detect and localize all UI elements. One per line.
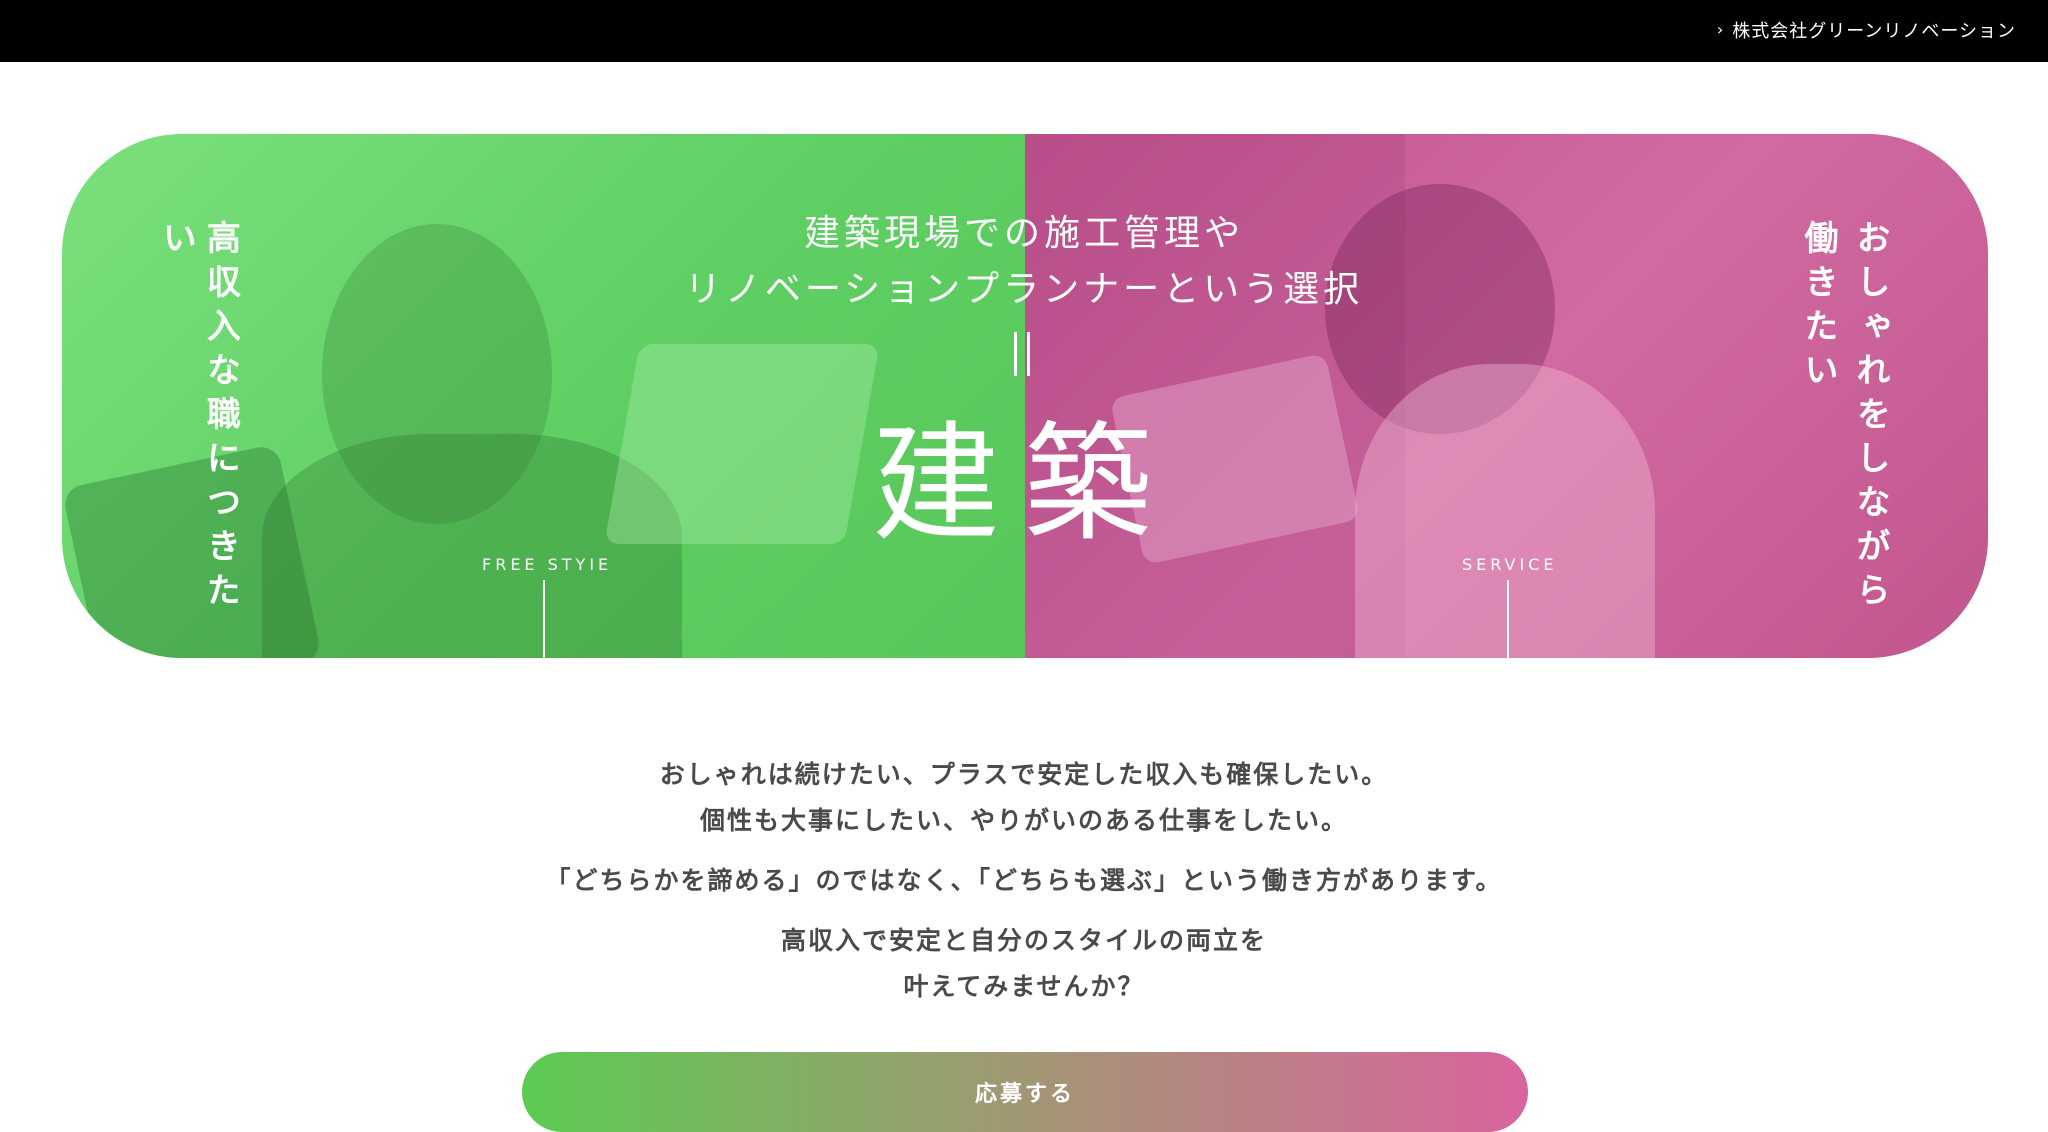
hero-heading-line-1: 建築現場での施工管理や xyxy=(803,213,1244,254)
service-line xyxy=(1507,580,1509,658)
hero-banner: 高収入な職につきたい おしゃれをしながら 働きたい xyxy=(62,134,1988,658)
copy-line-2: 個性も大事にしたい、やりがいのある仕事をしたい。 xyxy=(699,806,1348,835)
hero-right-vertical-text-1: おしゃれをしながら xyxy=(1850,220,1890,616)
hero-right-panel xyxy=(1025,134,1988,658)
company-link[interactable]: › 株式会社グリーンリノベーション xyxy=(1717,17,2016,43)
hero-big-word: 建築 xyxy=(871,410,1176,559)
woman-office-shape xyxy=(322,224,552,524)
hero-heading-line-2: リノベーションプランナーという選択 xyxy=(684,269,1364,310)
copy-line-4: 高収入で安定と自分のスタイルの両立を xyxy=(780,926,1267,955)
hero-left-panel xyxy=(62,134,1025,658)
top-bar: › 株式会社グリーンリノベーション xyxy=(0,0,2048,62)
copy-line-1: おしゃれは続けたい、プラスで安定した収入も確保したい。 xyxy=(659,760,1389,789)
free-style-line xyxy=(543,580,545,658)
intro-paragraph-3: 高収入で安定と自分のスタイルの両立を 叶えてみませんか？ xyxy=(0,918,2048,1010)
intro-paragraph-1: おしゃれは続けたい、プラスで安定した収入も確保したい。 個性も大事にしたい、やり… xyxy=(0,752,2048,844)
sweater-shape xyxy=(1355,364,1655,658)
chevron-right-icon: › xyxy=(1716,20,1725,39)
copy-line-5: 叶えてみませんか？ xyxy=(903,972,1145,1001)
intro-paragraph-2: 「どちらかを諦める」のではなく、「どちらも選ぶ」という働き方があります。 xyxy=(0,858,2048,904)
hero-left-vertical-text: 高収入な職につきたい xyxy=(156,220,241,616)
copy-line-3: 「どちらかを諦める」のではなく、「どちらも選ぶ」という働き方があります。 xyxy=(545,866,1503,895)
woman-outdoor-shape xyxy=(1325,184,1555,434)
company-link-label: 株式会社グリーンリノベーション xyxy=(1732,21,2016,42)
apply-button[interactable]: 応募する xyxy=(522,1052,1528,1132)
hero-heading: 建築現場での施工管理や リノベーションプランナーという選択 xyxy=(0,206,2048,318)
vertical-equals-icon xyxy=(1014,332,1036,376)
free-style-tag[interactable]: FREE STYIE xyxy=(482,555,613,574)
tree-background-shape xyxy=(1025,134,1405,658)
service-tag[interactable]: SERVICE xyxy=(1462,555,1558,574)
desk-shape xyxy=(262,434,682,658)
hero-right-vertical-text-2: 働きたい xyxy=(1798,220,1838,396)
